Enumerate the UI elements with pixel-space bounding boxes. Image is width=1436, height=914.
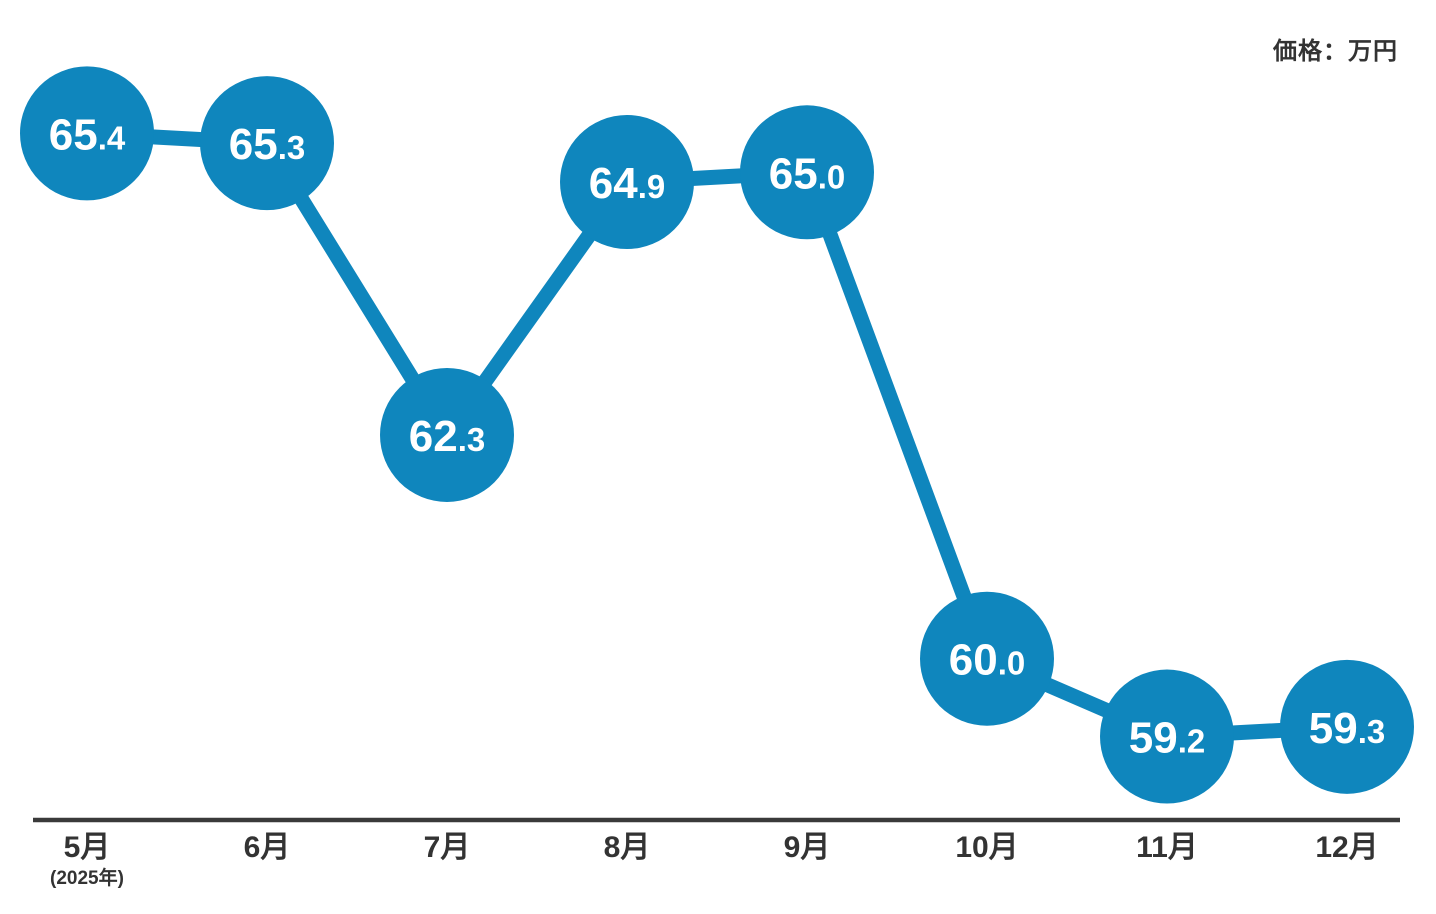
data-point-circle — [1280, 659, 1414, 794]
x-axis-label: 11月 — [1136, 831, 1198, 864]
series-line — [79, 125, 1355, 745]
data-point-value: 65.3 — [229, 120, 305, 169]
x-axis-label: 7月 — [424, 831, 471, 864]
data-point-circle — [380, 367, 514, 502]
data-point-value: 64.9 — [589, 159, 665, 208]
data-point-circle — [1100, 669, 1234, 804]
x-axis-label: 8月 — [604, 831, 651, 864]
unit-label: 価格：万円 — [1273, 38, 1398, 65]
data-point-circle — [920, 591, 1054, 726]
x-axis-label: 10月 — [955, 831, 1018, 864]
x-axis-year-label: (2025年) — [50, 866, 124, 889]
x-axis-label: 6月 — [244, 831, 291, 864]
data-point-value: 65.0 — [769, 149, 845, 198]
data-point-circle — [560, 115, 694, 250]
x-axis-label: 5月 — [64, 831, 111, 864]
x-axis-label: 9月 — [784, 831, 831, 864]
data-point-value: 60.0 — [949, 636, 1025, 685]
data-point-value: 62.3 — [409, 412, 485, 461]
data-point-value: 59.3 — [1309, 704, 1385, 753]
data-point-value: 59.2 — [1129, 714, 1205, 763]
data-point-circle — [740, 105, 874, 240]
x-axis-label: 12月 — [1315, 831, 1378, 864]
data-point-circle — [200, 76, 334, 211]
data-point-value: 65.4 — [49, 110, 126, 159]
data-point-circle — [20, 66, 154, 201]
